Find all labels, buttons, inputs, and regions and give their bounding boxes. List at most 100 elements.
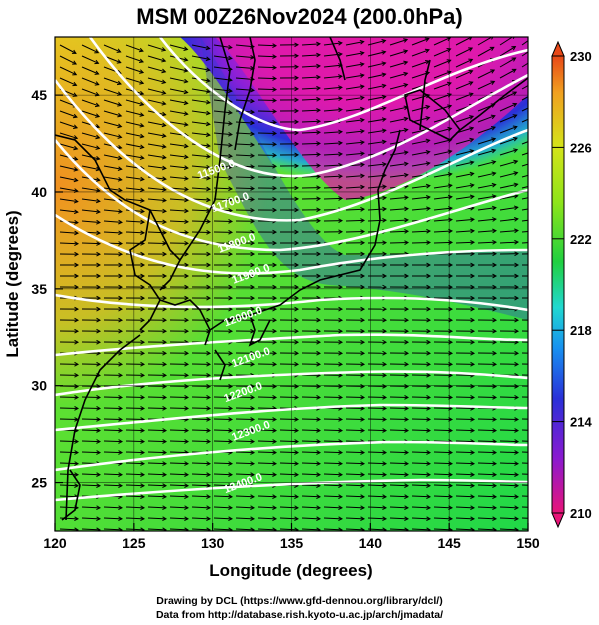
colorbar-tick-label: 210 [570, 506, 592, 521]
wind-vector [367, 473, 387, 476]
wind-vector-head [360, 395, 366, 400]
wind-vector [389, 230, 409, 233]
wind-vector [235, 55, 254, 59]
wind-vector [169, 528, 189, 531]
wind-vector [103, 187, 122, 191]
wind-vector-head [360, 339, 366, 345]
wind-vector [257, 66, 277, 69]
wind-vector-head [272, 273, 278, 279]
wind-vector-head [514, 450, 520, 455]
wind-vector-head [140, 198, 145, 203]
wind-vector [257, 44, 277, 47]
wind-vector-head [468, 92, 474, 97]
wind-vector [81, 220, 100, 224]
wind-vector [125, 55, 144, 63]
wind-vector-head [491, 37, 494, 40]
wind-vector-head [382, 251, 388, 257]
wind-vector [169, 220, 189, 223]
wind-vector-head [162, 383, 168, 389]
wind-vector [125, 176, 144, 181]
wind-vector-head [184, 505, 190, 511]
colorbar-tick-label: 230 [570, 49, 592, 64]
wind-vector-head [228, 273, 234, 279]
wind-vector-head [228, 219, 234, 224]
wind-vector-head [316, 284, 322, 290]
wind-vector-head [382, 461, 388, 466]
wind-vector-head [337, 51, 343, 57]
wind-vector [147, 528, 167, 531]
wind-vector-head [425, 138, 431, 144]
wind-vector-head [117, 187, 123, 193]
wind-vector-head [294, 64, 300, 70]
wind-vector-head [117, 177, 123, 182]
wind-vector [455, 115, 474, 123]
wind-vector [147, 66, 166, 73]
wind-vector-head [205, 110, 211, 116]
wind-vector-head [118, 328, 124, 334]
wind-vector [235, 429, 255, 432]
wind-vector-head [118, 406, 124, 411]
wind-vector-head [117, 134, 123, 139]
wind-vector [191, 198, 210, 201]
wind-vector [59, 198, 78, 203]
wind-vector-head [118, 428, 124, 433]
wind-vector [477, 484, 497, 487]
wind-vector [367, 84, 386, 90]
wind-vector-head [73, 156, 79, 161]
wind-vector [499, 46, 516, 57]
wind-vector-head [139, 133, 145, 139]
wind-vector-head [294, 229, 300, 235]
wind-vector-head [73, 209, 79, 215]
wind-vector-head [316, 472, 322, 477]
wind-vector-head [74, 516, 80, 522]
wind-vector-head [425, 161, 431, 166]
wind-vector [367, 219, 387, 222]
wind-vector [125, 506, 145, 509]
wind-vector-head [161, 101, 167, 106]
wind-vector [301, 131, 321, 134]
wind-vector-head [228, 229, 234, 235]
wind-vector [521, 242, 528, 244]
wind-vector [81, 528, 101, 531]
wind-vector-head [514, 383, 520, 389]
wind-vector [345, 208, 365, 211]
wind-vector [213, 517, 233, 520]
wind-vector-head [140, 527, 146, 531]
wind-vector-head [382, 361, 388, 367]
wind-vector [323, 440, 343, 443]
wind-vector-head [426, 317, 432, 323]
wind-vector-head [206, 527, 212, 531]
wind-vector-head [72, 71, 78, 76]
wind-vector [389, 38, 408, 46]
wind-vector [191, 528, 211, 531]
wind-vector [345, 429, 365, 432]
wind-vector [477, 138, 496, 145]
wind-vector [499, 37, 514, 46]
wind-vector [301, 451, 321, 454]
wind-vector [521, 174, 528, 178]
wind-vector [411, 462, 431, 465]
wind-vector [191, 440, 211, 443]
wind-vector [323, 462, 343, 465]
wind-vector-head [360, 516, 366, 522]
wind-vector-head [272, 76, 278, 81]
wind-vector-head [338, 350, 344, 356]
wind-vector-head [161, 57, 167, 63]
wind-vector-head [73, 145, 79, 151]
wind-vector-head [316, 207, 322, 213]
wind-vector-head [184, 176, 189, 181]
wind-vector-head [250, 450, 256, 455]
wind-vector-head [469, 126, 475, 131]
wind-vector-head [96, 361, 102, 367]
wind-vector [345, 119, 364, 123]
wind-vector-head [425, 149, 431, 155]
wind-vector-head [272, 207, 278, 213]
wind-vector-head [139, 90, 145, 96]
wind-vector-head [74, 450, 80, 455]
wind-vector [279, 473, 299, 476]
wind-vector-head [404, 206, 409, 212]
wind-vector-head [512, 136, 518, 142]
map-title: MSM 00Z26Nov2024 (200.0hPa) [136, 4, 463, 29]
wind-vector-head [162, 317, 168, 323]
wind-vector-head [250, 395, 256, 400]
